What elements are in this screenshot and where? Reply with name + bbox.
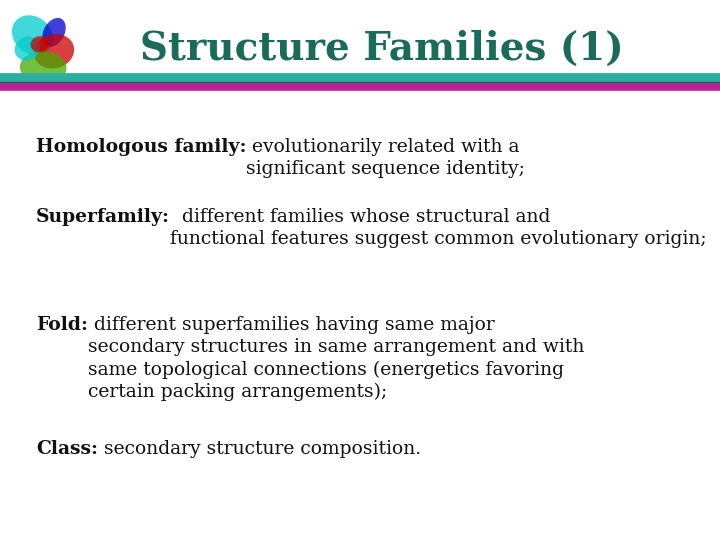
Ellipse shape xyxy=(20,51,66,84)
Text: Class:: Class: xyxy=(36,440,98,458)
Text: evolutionarily related with a
significant sequence identity;: evolutionarily related with a significan… xyxy=(246,138,526,178)
Ellipse shape xyxy=(41,19,67,46)
Text: Superfamily:: Superfamily: xyxy=(36,208,170,226)
Ellipse shape xyxy=(30,36,49,52)
Text: different superfamilies having same major
secondary structures in same arrangeme: different superfamilies having same majo… xyxy=(88,316,585,401)
Ellipse shape xyxy=(34,34,74,69)
Text: Structure Families (1): Structure Families (1) xyxy=(140,30,624,68)
Ellipse shape xyxy=(11,16,54,55)
Text: different families whose structural and
functional features suggest common evolu: different families whose structural and … xyxy=(170,208,706,248)
Ellipse shape xyxy=(14,37,40,60)
Text: Homologous family:: Homologous family: xyxy=(36,138,246,156)
Text: Fold:: Fold: xyxy=(36,316,88,334)
Text: secondary structure composition.: secondary structure composition. xyxy=(98,440,421,458)
